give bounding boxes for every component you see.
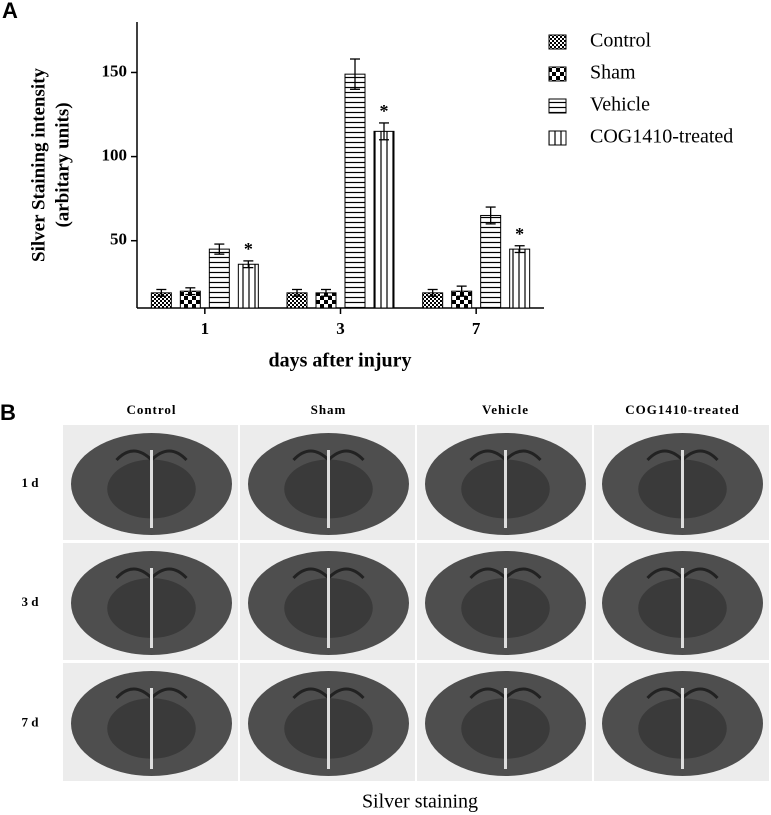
bar (344, 73, 366, 309)
x-axis-label: days after injury (269, 350, 412, 372)
midline (150, 688, 153, 769)
bar (237, 263, 259, 309)
caption: Silver staining (362, 791, 478, 813)
midline (150, 568, 153, 648)
legend-label: Sham (590, 62, 636, 84)
midline (681, 450, 684, 528)
y-axis-label: (arbitary units) (52, 102, 73, 227)
legend-swatch (548, 130, 567, 146)
legend-label: Control (590, 30, 652, 52)
legend-label: Vehicle (590, 94, 650, 116)
legend-swatch (548, 34, 567, 50)
legend-label: COG1410-treated (590, 126, 733, 148)
midline (504, 688, 507, 769)
midline (150, 450, 153, 528)
row-label: 3 d (22, 594, 40, 609)
x-tick-label: 1 (201, 319, 210, 338)
row-label: 1 d (22, 475, 40, 490)
row-label: 7 d (22, 714, 40, 729)
y-tick-label: 150 (102, 61, 128, 80)
panel-label: B (0, 400, 16, 425)
x-tick-label: 3 (336, 319, 345, 338)
bar (208, 248, 230, 309)
column-header: Sham (311, 402, 347, 417)
midline (327, 568, 330, 648)
y-axis-label: Silver Staining intensity (28, 68, 49, 262)
midline (681, 568, 684, 648)
midline (504, 568, 507, 648)
midline (327, 450, 330, 528)
legend-swatch (548, 98, 567, 114)
y-tick-label: 50 (110, 230, 127, 249)
significance-mark: * (244, 239, 253, 259)
legend-swatch (548, 66, 567, 82)
midline (504, 450, 507, 528)
significance-mark: * (515, 224, 524, 244)
significance-mark: * (380, 101, 389, 121)
bar (480, 214, 502, 309)
bar (373, 130, 395, 309)
bar (509, 248, 531, 309)
midline (681, 688, 684, 769)
column-header: Vehicle (482, 402, 529, 417)
y-tick-label: 100 (102, 145, 128, 164)
column-header: Control (126, 402, 176, 417)
panel-label: A (2, 0, 18, 23)
midline (327, 688, 330, 769)
column-header: COG1410-treated (625, 402, 739, 417)
x-tick-label: 7 (472, 319, 481, 338)
